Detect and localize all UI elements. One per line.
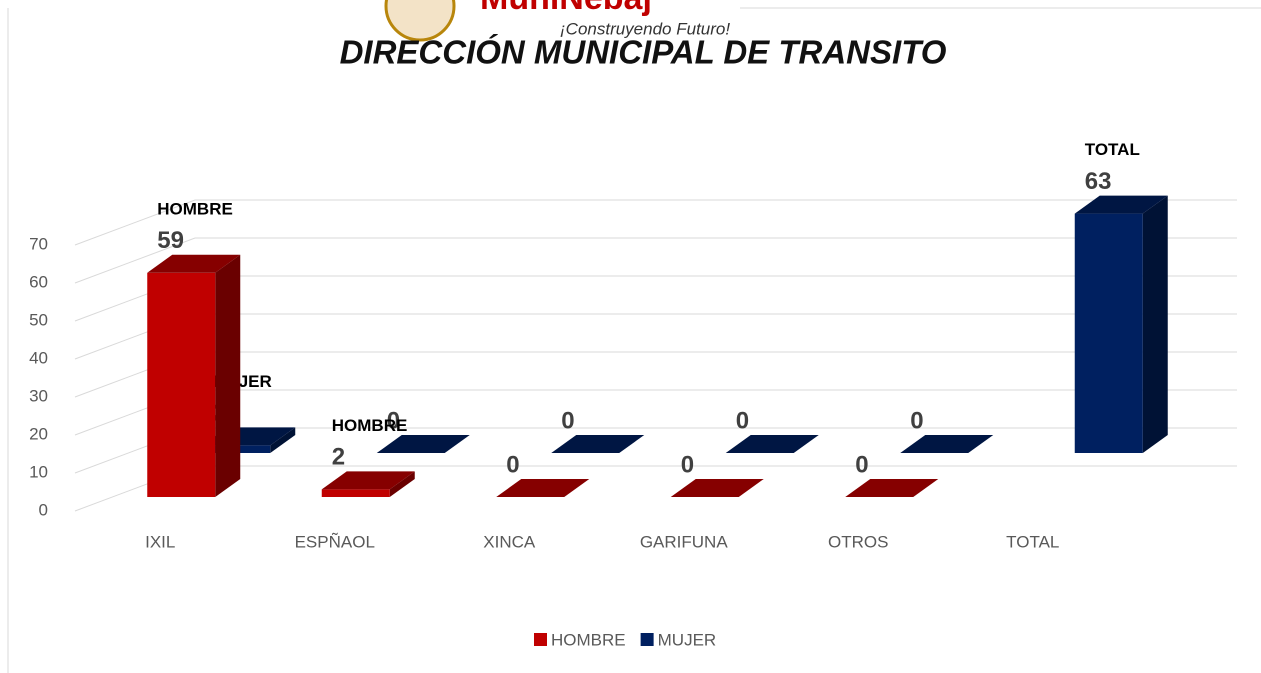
y-tick-label: 50 (29, 310, 48, 329)
value-label: 0 (855, 451, 868, 478)
y-tick-label: 10 (29, 462, 48, 481)
value-label: 0 (910, 407, 923, 434)
y-tick-label: 40 (29, 348, 48, 367)
point-label: HOMBRE (157, 199, 233, 218)
value-label: 2 (332, 444, 345, 471)
value-label: 59 (157, 227, 184, 254)
bar-top (670, 479, 764, 497)
bar-side (215, 254, 241, 497)
legend-label: MUJER (658, 630, 717, 649)
y-tick-label: 20 (29, 424, 48, 443)
value-label: 0 (681, 451, 694, 478)
legend-label: HOMBRE (551, 630, 626, 649)
bar-top (551, 435, 645, 453)
bar (321, 489, 390, 497)
value-label: 63 (1085, 168, 1112, 195)
bar-top (496, 479, 590, 497)
bar-side (389, 471, 415, 497)
value-label: 0 (387, 407, 400, 434)
value-label: 0 (506, 451, 519, 478)
bar-top (321, 471, 415, 490)
x-tick-label: XINCA (483, 532, 536, 551)
x-tick-label: OTROS (828, 532, 888, 551)
y-tick-label: 0 (39, 500, 48, 519)
x-tick-label: GARIFUNA (640, 532, 729, 551)
point-label: HOMBRE (332, 416, 408, 435)
bar-top (725, 435, 819, 453)
bar (1074, 213, 1143, 453)
point-label: TOTAL (1085, 140, 1140, 159)
bar-top (376, 435, 470, 453)
bar-top (845, 479, 939, 497)
y-tick-label: 30 (29, 386, 48, 405)
bar-side (1142, 195, 1168, 453)
chart-title: DIRECCIÓN MUNICIPAL DE TRANSITO (340, 34, 947, 71)
bar-side (270, 427, 296, 453)
bar-top (1074, 195, 1168, 214)
logo-text: MuniNebaj (480, 0, 652, 17)
y-tick-label: 70 (29, 234, 48, 253)
x-tick-label: IXIL (145, 532, 175, 551)
y-tick-label: 60 (29, 272, 48, 291)
value-label: 0 (561, 407, 574, 434)
logo-tagline: ¡Construyendo Futuro! (560, 19, 730, 38)
value-label: 0 (736, 407, 749, 434)
logo-emblem (384, 0, 456, 42)
bar-top (147, 254, 241, 273)
legend-swatch (534, 633, 547, 646)
grid-line (74, 199, 1237, 246)
bar-top (900, 435, 994, 453)
grid-line (74, 237, 1237, 284)
legend-swatch (640, 633, 654, 646)
bar (147, 272, 216, 497)
x-tick-label: TOTAL (1006, 532, 1059, 551)
x-tick-label: ESPÑAOL (295, 532, 375, 551)
